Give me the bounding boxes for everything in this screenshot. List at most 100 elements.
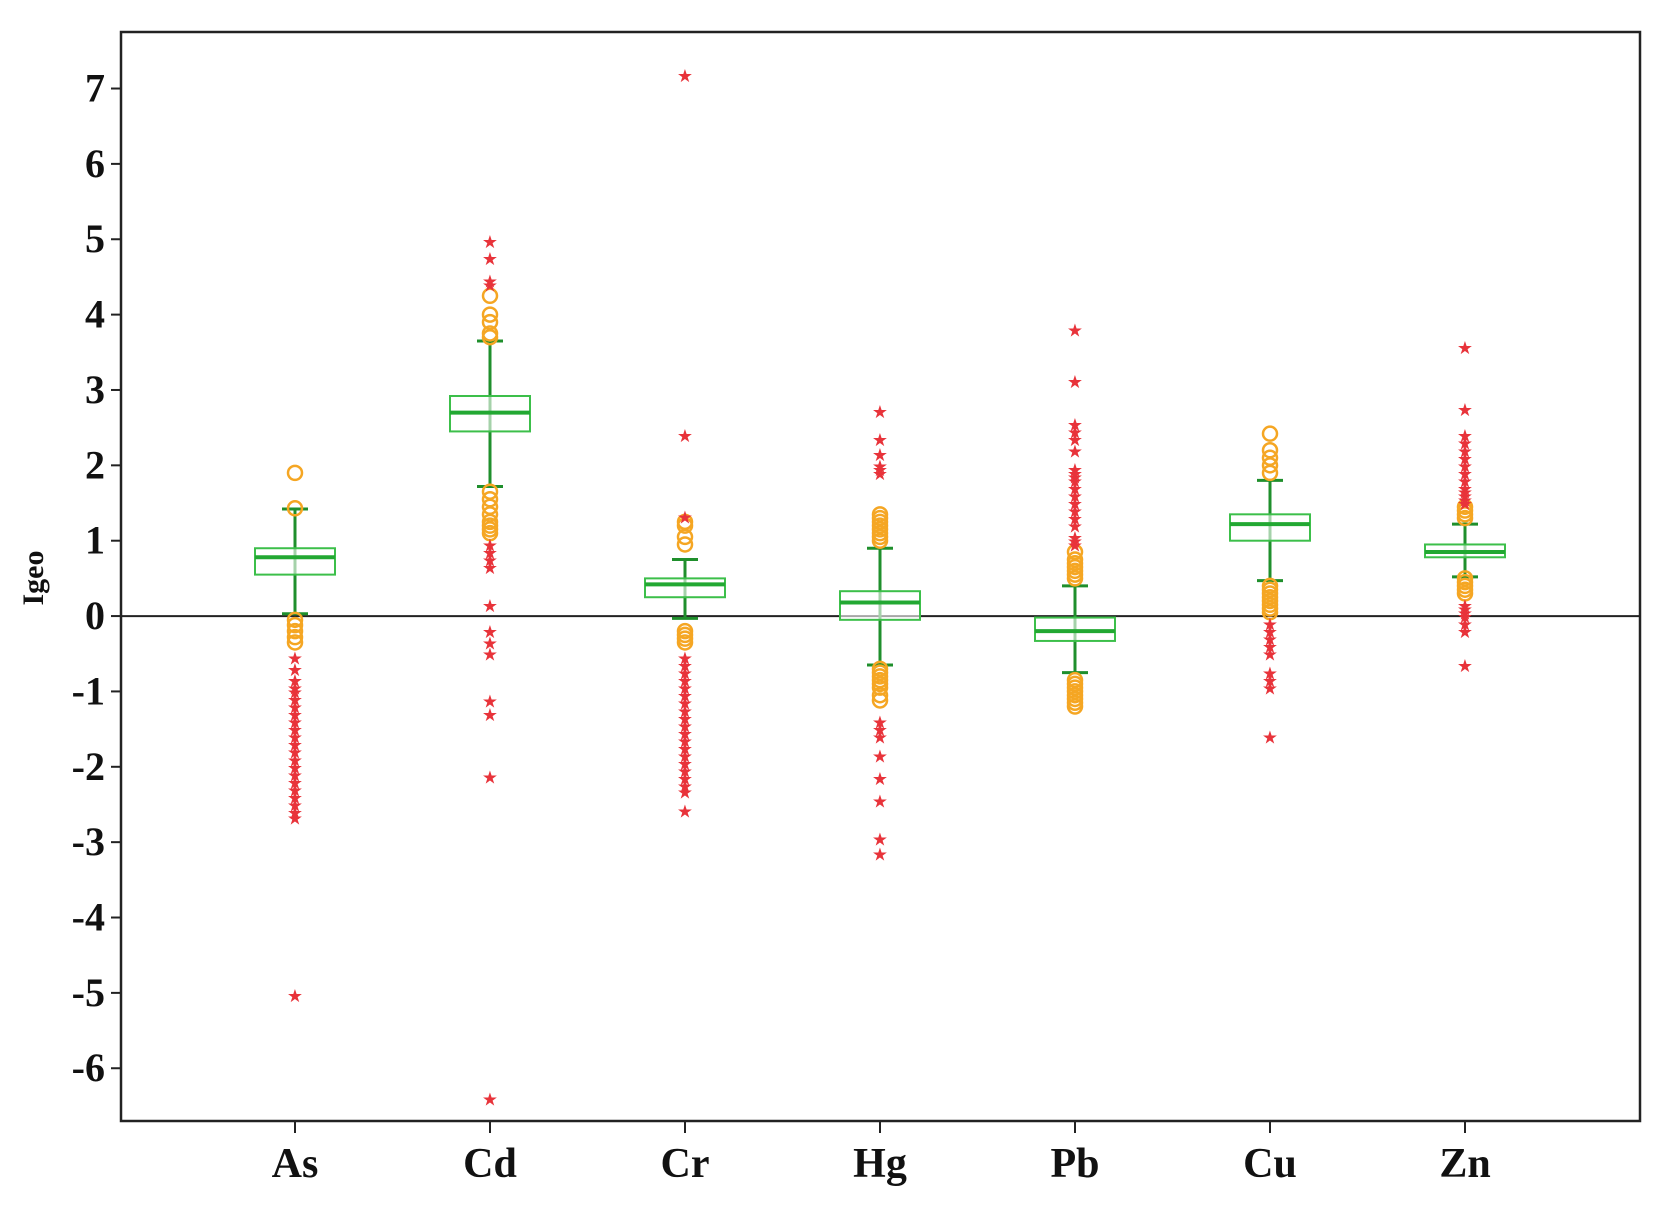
- y-tick-label: 5: [85, 216, 105, 261]
- box-series: ★★★★★★★★★★★★★★★★★★★★★★★★★★★★★★★★★★★★★★★★…: [254, 66, 1506, 1110]
- extreme-point: ★: [1457, 490, 1473, 511]
- y-axis: -6 -5 -4 -3 -2 -1 0 1 2 3 4 5 6 7: [72, 66, 121, 1090]
- extreme-point: ★: [677, 671, 693, 692]
- extreme-point: ★: [677, 777, 693, 798]
- extreme-point: ★: [1067, 535, 1083, 556]
- extreme-point: ★: [872, 728, 888, 749]
- extreme-point: ★: [287, 698, 303, 719]
- iqr-box: [254, 547, 336, 576]
- outlier-point: [676, 536, 694, 553]
- extreme-point: ★: [482, 543, 498, 564]
- outlier-point: [286, 464, 304, 482]
- box-cr: ★★★★★★★★★★★★★★★★★★★★★★★: [644, 66, 726, 823]
- extreme-point: ★: [677, 724, 693, 745]
- extreme-point: ★: [1457, 456, 1473, 477]
- extreme-point: ★: [287, 705, 303, 726]
- outlier-point: [871, 686, 889, 704]
- extreme-point: ★: [1262, 615, 1278, 636]
- extreme-point: ★: [872, 829, 888, 850]
- outlier-point: [286, 500, 304, 517]
- extreme-point: ★: [482, 558, 498, 579]
- extreme-point: ★: [287, 660, 303, 681]
- extreme-point: ★: [287, 728, 303, 749]
- extreme-point: ★: [872, 746, 888, 767]
- extreme-point: ★: [872, 464, 888, 485]
- extreme-point: ★: [482, 551, 498, 572]
- extreme-point: ★: [1067, 422, 1083, 443]
- extreme-point: ★: [1457, 656, 1473, 677]
- extreme-point: ★: [1067, 517, 1083, 538]
- extreme-point: ★: [287, 808, 303, 829]
- y-axis-title: Igeo: [17, 551, 50, 606]
- box-as: ★★★★★★★★★★★★★★★★★★★★★★★: [254, 464, 336, 1007]
- extreme-point: ★: [872, 460, 888, 481]
- extreme-point: ★: [287, 780, 303, 801]
- extreme-point: ★: [1067, 502, 1083, 523]
- extreme-point: ★: [1067, 486, 1083, 507]
- extreme-point: ★: [287, 773, 303, 794]
- outlier-point: [676, 634, 694, 651]
- extreme-point: ★: [482, 275, 498, 296]
- extreme-point: ★: [1457, 596, 1473, 617]
- extreme-point: ★: [677, 739, 693, 760]
- extreme-point: ★: [287, 713, 303, 734]
- extreme-point: ★: [677, 694, 693, 715]
- extreme-point: ★: [287, 690, 303, 711]
- extreme-point: ★: [482, 1089, 498, 1110]
- box-pb: ★★★★★★★★★★★★★★★★★★★: [1034, 321, 1116, 715]
- extreme-point: ★: [1067, 468, 1083, 489]
- box-zn: ★★★★★★★★★★★★★★★★★★★★★: [1424, 338, 1506, 677]
- y-tick-label: 0: [85, 593, 105, 638]
- extreme-point: ★: [677, 709, 693, 730]
- extreme-point: ★: [872, 713, 888, 734]
- extreme-point: ★: [482, 272, 498, 293]
- outlier-point: [286, 611, 304, 629]
- outlier-point: [1456, 585, 1474, 602]
- extreme-point: ★: [1457, 338, 1473, 359]
- extreme-point: ★: [1457, 464, 1473, 485]
- extreme-point: ★: [482, 535, 498, 556]
- extreme-point: ★: [677, 716, 693, 737]
- extreme-point: ★: [1262, 630, 1278, 651]
- extreme-point: ★: [482, 645, 498, 666]
- x-tick-label: Cu: [1243, 1141, 1297, 1187]
- box-hg: ★★★★★★★★★★★★★★: [839, 402, 921, 865]
- extreme-point: ★: [287, 743, 303, 764]
- extreme-point: ★: [1457, 483, 1473, 504]
- x-tick-label: Pb: [1050, 1141, 1099, 1187]
- extreme-point: ★: [482, 232, 498, 253]
- extreme-point: ★: [1067, 460, 1083, 481]
- extreme-point: ★: [482, 249, 498, 270]
- extreme-point: ★: [287, 679, 303, 700]
- extreme-point: ★: [677, 746, 693, 767]
- outlier-point: [286, 628, 304, 646]
- extreme-point: ★: [287, 788, 303, 809]
- y-tick-label: -3: [72, 819, 105, 864]
- outlier-point: [481, 328, 499, 346]
- x-axis: As Cd Cr Hg Pb Cu Zn: [272, 1121, 1491, 1187]
- extreme-point: ★: [1067, 532, 1083, 553]
- extreme-point: ★: [1457, 471, 1473, 492]
- extreme-point: ★: [677, 66, 693, 87]
- extreme-point: ★: [287, 758, 303, 779]
- extreme-point: ★: [872, 844, 888, 865]
- outlier-point: [286, 622, 304, 640]
- extreme-point: ★: [677, 426, 693, 447]
- extreme-point: ★: [1262, 664, 1278, 685]
- extreme-point: ★: [482, 622, 498, 643]
- extreme-point: ★: [1457, 600, 1473, 621]
- y-tick-label: -1: [72, 668, 105, 713]
- extreme-point: ★: [872, 792, 888, 813]
- y-tick-label: 3: [85, 367, 105, 412]
- extreme-point: ★: [677, 802, 693, 823]
- extreme-point: ★: [287, 720, 303, 741]
- extreme-point: ★: [287, 750, 303, 771]
- extreme-point: ★: [1067, 509, 1083, 530]
- extreme-point: ★: [1457, 486, 1473, 507]
- x-tick-label: Zn: [1439, 1141, 1490, 1187]
- x-tick-label: Cr: [661, 1141, 710, 1187]
- extreme-point: ★: [287, 649, 303, 670]
- extreme-point: ★: [482, 596, 498, 617]
- extreme-point: ★: [1457, 603, 1473, 624]
